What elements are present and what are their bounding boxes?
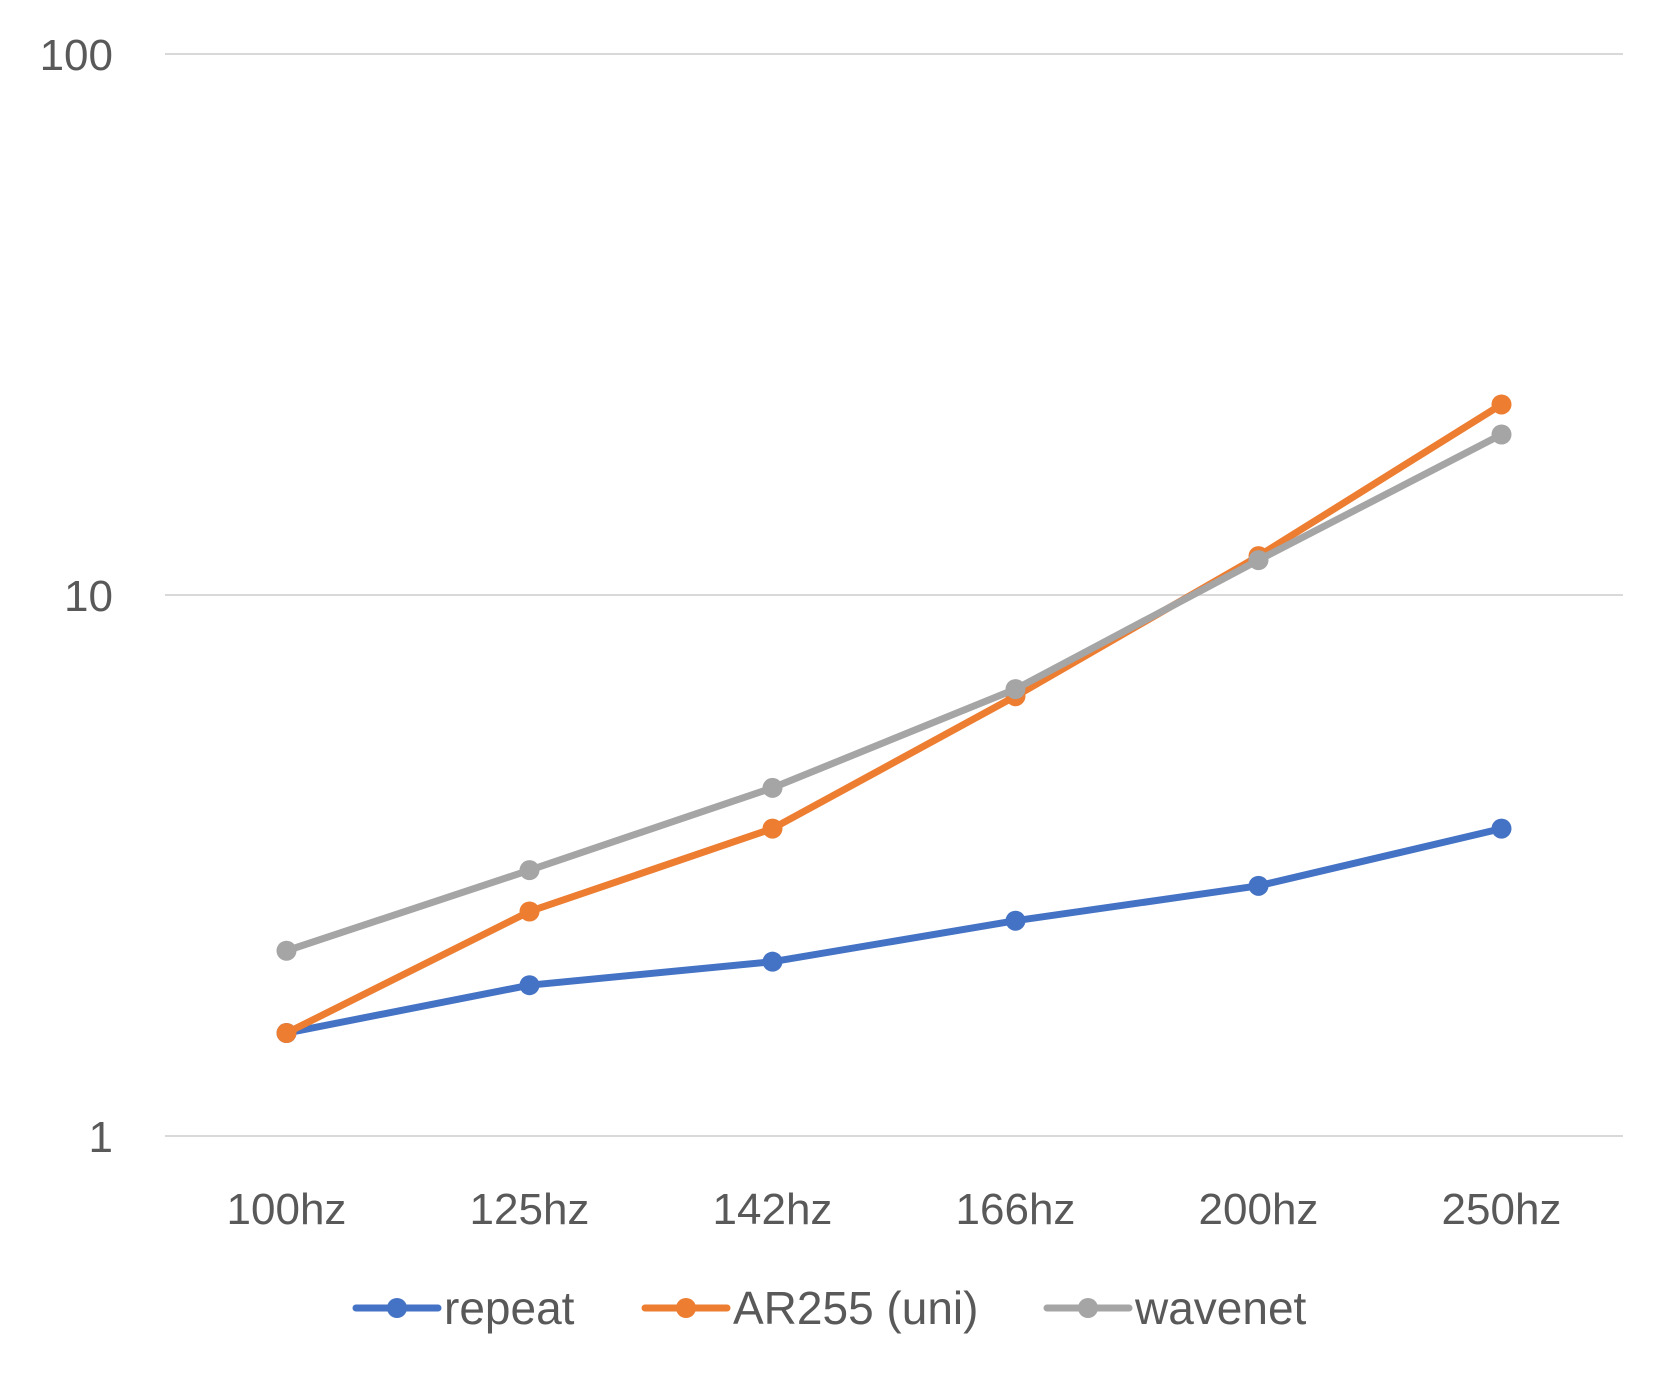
x-tick-label: 142hz bbox=[713, 1185, 833, 1234]
data-point bbox=[276, 1023, 297, 1044]
y-tick-label: 100 bbox=[40, 31, 113, 80]
series-line bbox=[283, 400, 1505, 1037]
legend-swatch-marker bbox=[387, 1298, 407, 1318]
data-point bbox=[762, 818, 783, 839]
data-point bbox=[1248, 875, 1269, 896]
legend: repeat AR255 (uni) wavenet bbox=[352, 1282, 1307, 1334]
data-point bbox=[276, 940, 297, 961]
x-tick-label: 166hz bbox=[956, 1185, 1076, 1234]
data-point bbox=[1491, 818, 1512, 839]
legend-swatch-marker bbox=[676, 1298, 696, 1318]
data-point bbox=[762, 951, 783, 972]
data-point bbox=[1491, 424, 1512, 445]
series-ar255-uni- bbox=[276, 394, 1512, 1044]
x-tick-label: 125hz bbox=[470, 1185, 590, 1234]
data-point bbox=[519, 901, 540, 922]
legend-item: AR255 (uni) bbox=[641, 1282, 978, 1334]
series-repeat bbox=[276, 818, 1512, 1044]
series-wavenet bbox=[276, 424, 1512, 961]
data-point bbox=[1248, 550, 1269, 571]
data-point bbox=[1005, 910, 1026, 931]
series-line bbox=[283, 825, 1505, 1037]
x-tick-label: 200hz bbox=[1199, 1185, 1319, 1234]
legend-label: wavenet bbox=[1134, 1282, 1307, 1334]
data-point bbox=[519, 860, 540, 881]
legend-label: repeat bbox=[444, 1282, 575, 1334]
y-tick-label: 10 bbox=[64, 572, 113, 621]
series-lines bbox=[276, 394, 1512, 1044]
x-axis-tick-labels: 100hz 125hz 142hz 166hz 200hz 250hz bbox=[227, 1185, 1562, 1234]
y-axis-tick-labels: 1 10 100 bbox=[40, 31, 113, 1162]
data-point bbox=[1491, 394, 1512, 415]
data-point bbox=[762, 777, 783, 798]
x-tick-label: 100hz bbox=[227, 1185, 347, 1234]
legend-item: wavenet bbox=[1043, 1282, 1307, 1334]
legend-item: repeat bbox=[352, 1282, 575, 1334]
legend-label: AR255 (uni) bbox=[733, 1282, 978, 1334]
gridlines bbox=[165, 53, 1623, 1137]
legend-swatch-marker bbox=[1078, 1298, 1098, 1318]
data-point bbox=[519, 975, 540, 996]
y-tick-label: 1 bbox=[89, 1113, 113, 1162]
series-line bbox=[283, 431, 1505, 955]
data-point bbox=[1005, 679, 1026, 700]
x-tick-label: 250hz bbox=[1442, 1185, 1562, 1234]
